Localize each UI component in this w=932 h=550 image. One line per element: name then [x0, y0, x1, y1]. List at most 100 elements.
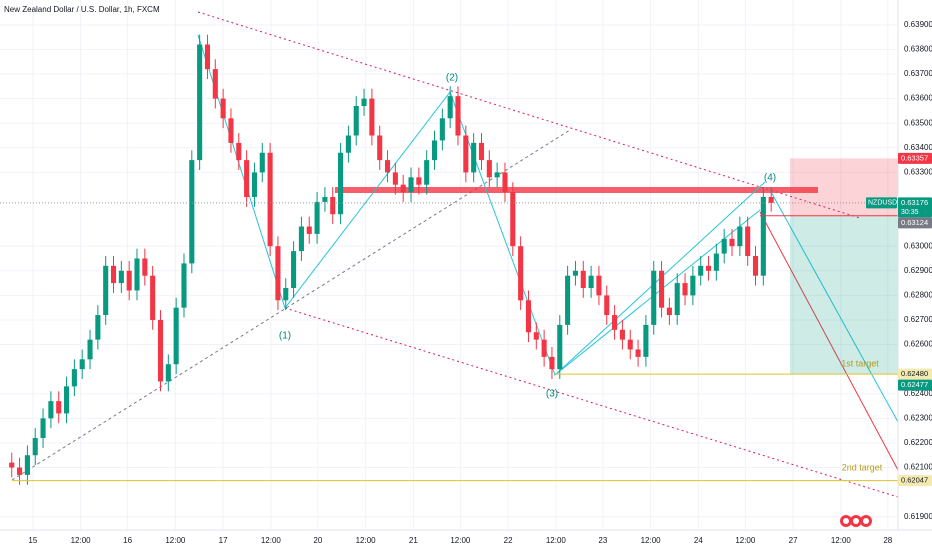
- price-tag-label: 0.62047: [901, 476, 928, 485]
- y-tick-label: 0.63500: [904, 118, 932, 127]
- wave-label: (3): [546, 389, 558, 400]
- candle-body: [400, 184, 406, 193]
- candle-body: [189, 160, 195, 264]
- candle-body: [659, 270, 665, 308]
- candle-body: [345, 135, 351, 153]
- candle-body: [56, 401, 62, 414]
- candle-body: [251, 172, 257, 197]
- candle-body: [322, 196, 328, 202]
- grid: [0, 0, 898, 530]
- candle-body: [40, 418, 46, 439]
- candle-body: [674, 283, 680, 316]
- candle-body: [651, 270, 657, 325]
- y-tick-label: 0.63800: [904, 45, 932, 54]
- candle-body: [369, 98, 375, 136]
- candle-body: [110, 265, 117, 284]
- y-tick-label: 0.62900: [904, 266, 932, 275]
- profit-zone: [790, 215, 898, 375]
- candle-body: [494, 172, 500, 178]
- candle-body: [486, 160, 492, 178]
- y-tick-label: 0.62600: [904, 340, 932, 349]
- x-tick-label: 24: [694, 536, 703, 545]
- candle-body: [510, 192, 516, 247]
- y-tick-label: 0.62300: [904, 413, 932, 422]
- candle-body: [424, 160, 430, 185]
- candle-body: [392, 172, 398, 185]
- candle-body: [173, 307, 179, 365]
- candle-body: [48, 401, 54, 419]
- candle-body: [306, 226, 312, 234]
- candle-body: [416, 177, 422, 185]
- projection-2: [759, 211, 899, 471]
- candle-body: [134, 258, 140, 291]
- x-tick-label: 12:00: [735, 536, 756, 545]
- chart-title: New Zealand Dollar / U.S. Dollar, 1h, FX…: [4, 5, 160, 14]
- channel-upper: [197, 11, 861, 219]
- x-tick-label: 12:00: [261, 536, 282, 545]
- candle-body: [533, 332, 539, 340]
- candle-body: [463, 135, 469, 173]
- candle-body: [87, 339, 93, 360]
- x-tick-label: 22: [504, 536, 513, 545]
- candle-body: [729, 238, 735, 247]
- candle-body: [17, 467, 23, 475]
- candle-body: [384, 160, 391, 173]
- price-tag-label: 0.63176: [901, 198, 928, 207]
- x-tick-label: 17: [219, 536, 228, 545]
- y-tick-label: 0.63900: [904, 20, 932, 29]
- candle-body: [737, 226, 743, 247]
- candle-body: [525, 300, 532, 333]
- axes: 0.63900 0.63800 0.63700 0.63600 0.63500 0.634…: [28, 20, 932, 545]
- candle-body: [635, 349, 641, 357]
- candle-body: [752, 256, 759, 276]
- price-tag: [898, 152, 932, 164]
- x-tick-label: 12:00: [641, 536, 662, 545]
- candle-body: [103, 265, 109, 316]
- x-tick-label: 12:00: [831, 536, 852, 545]
- candle-body: [32, 438, 38, 456]
- candle-body: [502, 172, 508, 193]
- x-tick-label: 12:00: [71, 536, 92, 545]
- candle-body: [204, 44, 211, 70]
- candle-body: [267, 152, 273, 247]
- price-tag-label: 0.63124: [901, 218, 928, 227]
- resistance-zone: [335, 187, 818, 193]
- y-tick-label: 0.62700: [904, 315, 932, 324]
- x-tick-label: 12:00: [546, 536, 567, 545]
- candle-body: [768, 196, 774, 203]
- candle-body: [541, 339, 547, 357]
- y-tick-label: 0.63000: [904, 241, 932, 250]
- projection-1: [769, 189, 899, 423]
- candle-body: [181, 263, 187, 308]
- candle-body: [165, 364, 171, 382]
- x-tick-label: 16: [123, 536, 132, 545]
- wave-label: (2): [446, 73, 458, 84]
- candle-body: [572, 270, 578, 276]
- candle-body: [666, 307, 672, 316]
- candle-body: [431, 140, 438, 161]
- x-tick-label: 23: [598, 536, 607, 545]
- x-tick-label: 27: [789, 536, 798, 545]
- y-tick-label: 0.62800: [904, 290, 932, 299]
- price-tag: [898, 368, 932, 380]
- candle-body: [244, 160, 250, 197]
- candle-body: [588, 275, 594, 288]
- price-tag-label: 0.62480: [901, 369, 928, 378]
- candle-body: [557, 324, 563, 370]
- candle-body: [518, 246, 524, 301]
- candle-body: [596, 275, 602, 296]
- candle-body: [197, 44, 203, 161]
- plot: [0, 34, 898, 485]
- candle-body: [690, 275, 696, 296]
- candle-body: [126, 270, 132, 291]
- candle-body: [314, 201, 320, 234]
- candle-body: [760, 196, 766, 276]
- candle-body: [275, 246, 281, 301]
- candle-body: [455, 96, 461, 136]
- candle-body: [64, 386, 70, 414]
- wave-channel: [554, 209, 761, 376]
- target-label: 2nd target: [842, 462, 883, 472]
- candle-body: [291, 251, 297, 288]
- candle-body: [79, 359, 85, 370]
